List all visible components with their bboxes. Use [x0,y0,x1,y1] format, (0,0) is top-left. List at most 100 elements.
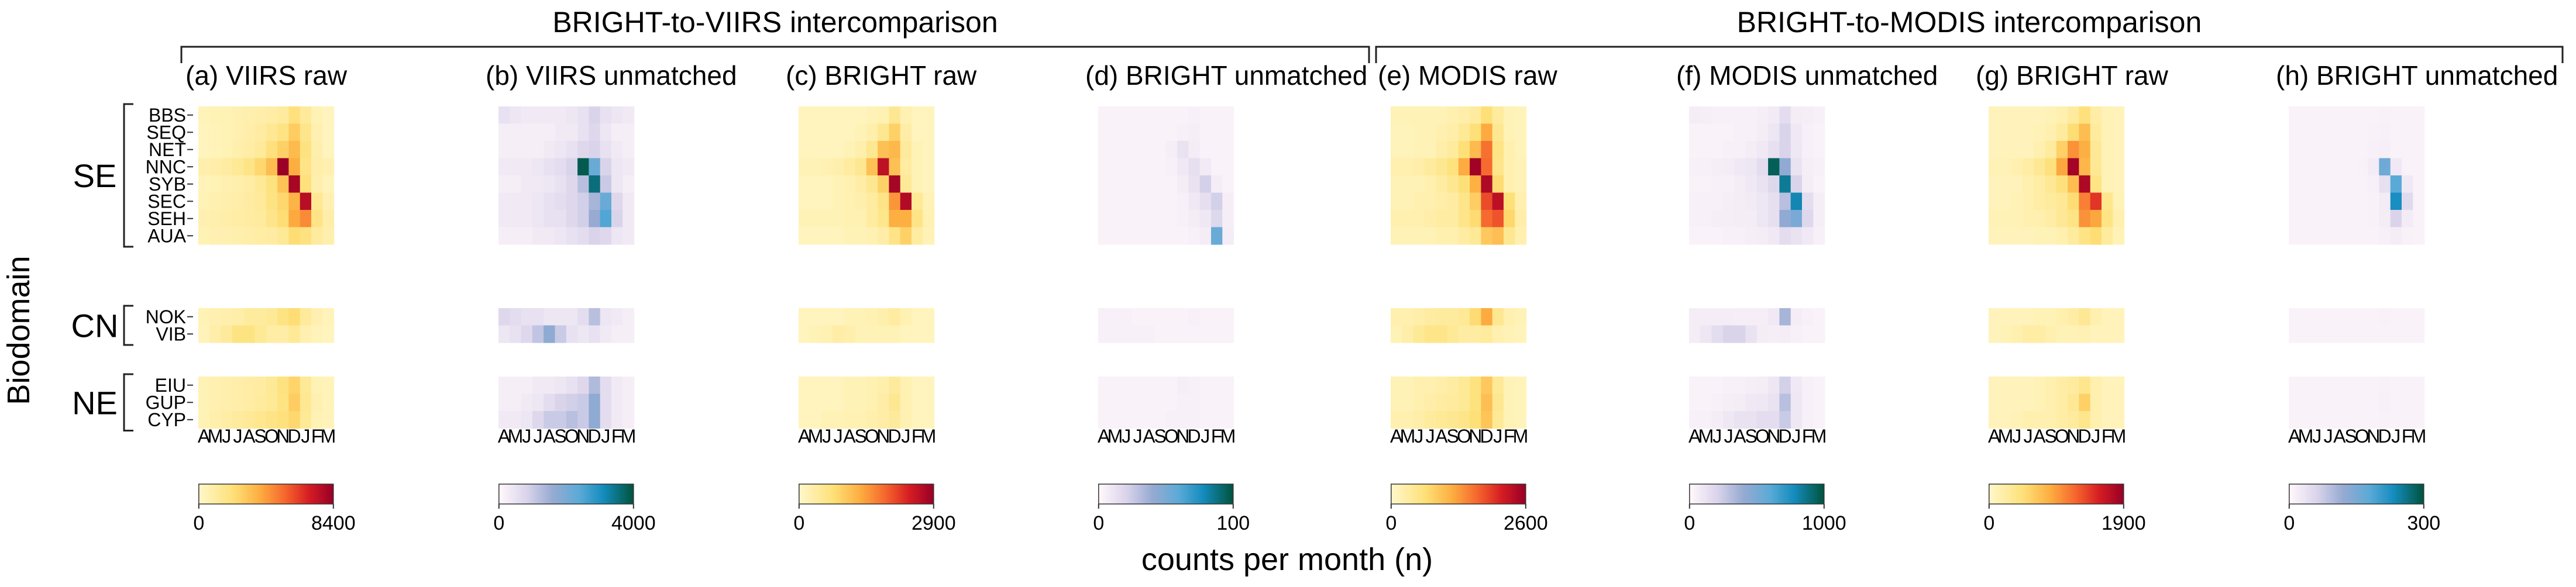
heatmap-cell [2379,227,2391,245]
heatmap-cell [566,192,578,210]
colorbar-segment [2383,484,2386,504]
heatmap-cell [1989,308,2000,326]
heatmap-cell [855,377,867,395]
heatmap-cell [2322,393,2334,412]
heatmap-cell [2322,377,2334,395]
heatmap-cell [1188,106,1201,125]
heatmap-cell [300,411,312,429]
heatmap-cell [1177,377,1189,395]
colorbar-segment [2327,484,2330,504]
heatmap-cell [821,141,833,159]
heatmap-cell [2379,192,2391,210]
colorbar-segment [1723,484,1726,504]
heatmap-cell [2300,106,2312,125]
colorbar-segment [212,484,215,504]
heatmap-cell [1165,411,1178,429]
colorbar-segment [833,484,835,504]
colorbar-segment [2379,484,2382,504]
row-label: SEH [147,208,186,229]
heatmap-cell [1188,325,1201,343]
heatmap-cell [912,210,923,228]
heatmap-cell [600,106,612,125]
heatmap-cell [1734,141,1746,159]
heatmap-cell [1734,123,1746,141]
heatmap-cell [1211,192,1223,210]
colorbar-segment [254,484,257,504]
heatmap-cell [288,393,301,412]
heatmap-cell [1098,158,1110,176]
colorbar-segment [2403,484,2406,504]
colorbar-segment [2320,484,2323,504]
colorbar-segment [532,484,535,504]
heatmap-cell [498,210,510,228]
heatmap-cell [832,377,844,395]
colorbar-segment [1152,484,1155,504]
heatmap-cell [1120,227,1133,245]
colorbar-segment [1483,484,1486,504]
heatmap-cell [2356,210,2368,228]
panel-title: (e) MODIS raw [1378,60,1557,91]
colorbar-segment [1498,484,1502,504]
month-label: J [233,426,243,447]
heatmap-cell [311,158,323,176]
heatmap-cell [2334,393,2346,412]
heatmap-cell [1120,308,1133,326]
heatmap-cell [1165,308,1178,326]
heatmap-cell [544,210,556,228]
heatmap-cell [832,393,844,412]
heatmap-cell [923,158,935,176]
heatmap-cell [232,141,244,159]
colorbar-segment [1213,484,1216,504]
colorbar-segment [2074,484,2077,504]
colorbar-segment [1714,484,1717,504]
month-label: A [543,426,556,447]
heatmap-cell [1756,106,1769,125]
colorbar-segment [584,484,587,504]
heatmap-cell [2356,192,2368,210]
panel-title: (g) BRIGHT raw [1976,60,2169,91]
heatmap-cell [2102,141,2113,159]
heatmap-cell [1424,141,1436,159]
colorbar-segment [537,484,540,504]
heatmap-cell [2368,192,2379,210]
colorbar-segment [1797,484,1800,504]
heatmap-cell [322,175,335,194]
heatmap-cell [577,210,589,228]
colorbar-segment [228,484,231,504]
heatmap-cell [832,325,844,343]
heatmap-cell [2289,377,2300,395]
colorbar-segment [1514,484,1517,504]
heatmap-cell [2368,210,2379,228]
heatmap-cell [1689,141,1701,159]
heatmap-cell [1989,227,2000,245]
heatmap-cell [1711,325,1724,343]
heatmap-cell [1447,393,1459,412]
heatmap-cell [2090,158,2102,176]
colorbar-segment [824,484,827,504]
heatmap-cell [2045,325,2057,343]
heatmap-cell [221,411,233,429]
heatmap-cell [2413,158,2425,176]
heatmap-cell [2390,325,2402,343]
heatmap-cell [1120,175,1133,194]
heatmap-cell [1199,377,1212,395]
heatmap-cell [821,175,833,194]
heatmap-cell [821,158,833,176]
heatmap-cell [1109,192,1122,210]
colorbar-segment [308,484,311,504]
heatmap-cell [498,377,510,395]
colorbar-segment [2023,484,2025,504]
colorbar-segment [2085,484,2088,504]
colorbar-min-label: 0 [1093,512,1104,534]
heatmap-cell [1413,325,1425,343]
heatmap-cell [2090,123,2102,141]
heatmap-cell [611,175,623,194]
colorbar-segment [1192,484,1196,504]
colorbar-segment [546,484,549,504]
month-label: M [1698,426,1714,447]
heatmap-cell [1813,227,1825,245]
heatmap-cell [1689,325,1701,343]
heatmap-cell [1447,175,1459,194]
heatmap-cell [1109,227,1122,245]
heatmap-cell [254,325,267,343]
